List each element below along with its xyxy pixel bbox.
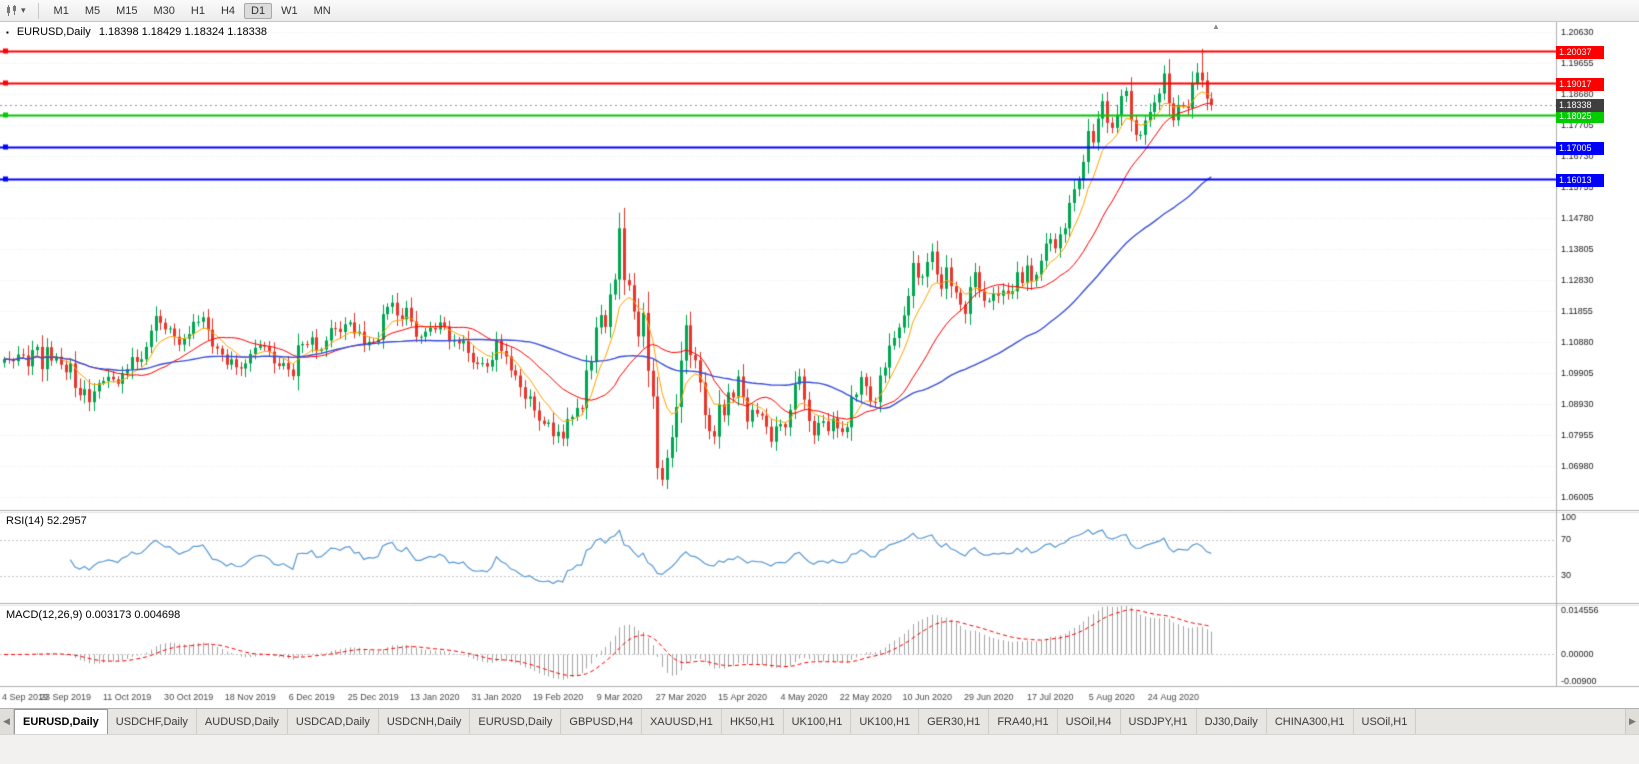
timeframe-button-m5[interactable]: M5 (78, 3, 107, 19)
chart-tab-0-eurusd-daily[interactable]: EURUSD,Daily (14, 709, 108, 734)
timeframe-button-m15[interactable]: M15 (109, 3, 144, 19)
chart-tab-5-eurusd-daily[interactable]: EURUSD,Daily (470, 709, 562, 734)
timeframe-button-mn[interactable]: MN (307, 3, 338, 19)
timeframe-buttons: M1 M5 M15 M30 H1 H4 D1 W1 MN (47, 2, 338, 19)
chart-tab-9-uk100-h1[interactable]: UK100,H1 (784, 709, 852, 734)
chart-tab-16-china300-h1[interactable]: CHINA300,H1 (1267, 709, 1354, 734)
timeframe-button-m1[interactable]: M1 (47, 3, 76, 19)
chart-tab-8-hk50-h1[interactable]: HK50,H1 (722, 709, 784, 734)
chart-tab-3-usdcad-daily[interactable]: USDCAD,Daily (288, 709, 379, 734)
chart-tab-6-gbpusd-h4[interactable]: GBPUSD,H4 (561, 709, 642, 734)
trend-line-price-badge-0[interactable]: 1.20037 (1556, 46, 1604, 59)
timeframe-button-w1[interactable]: W1 (274, 3, 305, 19)
chart-tab-15-dj30-daily[interactable]: DJ30,Daily (1197, 709, 1267, 734)
chart-canvas[interactable] (0, 22, 1639, 708)
timeframe-button-m30[interactable]: M30 (147, 3, 182, 19)
chart-tab-14-usdjpy-h1[interactable]: USDJPY,H1 (1121, 709, 1197, 734)
timeframe-button-d1[interactable]: D1 (244, 2, 273, 19)
chart-tabbar: ◀ EURUSD,Daily USDCHF,Daily AUDUSD,Daily US… (0, 708, 1639, 734)
macd-indicator-label: MACD(12,26,9) 0.003173 0.004698 (6, 609, 181, 621)
timeframe-button-h4[interactable]: H4 (214, 3, 242, 19)
tab-scroll-right-icon[interactable]: ▶ (1625, 709, 1639, 734)
chart-area: ▪ EURUSD,Daily 1.18398 1.18429 1.18324 1… (0, 22, 1639, 708)
chart-marker-icon: ▪ (6, 27, 9, 37)
chart-tab-12-fra40-h1[interactable]: FRA40,H1 (989, 709, 1058, 734)
trend-line-price-badge-3[interactable]: 1.17005 (1556, 142, 1604, 155)
chart-tabs: EURUSD,Daily USDCHF,Daily AUDUSD,Daily USDC… (14, 709, 1417, 734)
chart-tab-13-usoil-h4[interactable]: USOil,H4 (1058, 709, 1121, 734)
tab-scroll-left-icon[interactable]: ◀ (0, 709, 14, 734)
trend-line-price-badge-2[interactable]: 1.18025 (1556, 110, 1604, 123)
chart-tab-2-audusd-daily[interactable]: AUDUSD,Daily (197, 709, 288, 734)
chart-tab-4-usdcnh-daily[interactable]: USDCNH,Daily (379, 709, 471, 734)
bid-price-badge: 1.18338 (1556, 99, 1604, 112)
rsi-indicator-label: RSI(14) 52.2957 (6, 515, 87, 527)
chart-shift-marker-icon: ▲ (1212, 22, 1220, 31)
chart-tab-17-usoil-h1[interactable]: USOil,H1 (1354, 709, 1417, 734)
trend-line-price-badge-4[interactable]: 1.16013 (1556, 174, 1604, 187)
chart-symbol-label: EURUSD,Daily (16, 26, 91, 38)
chart-tab-1-usdchf-daily[interactable]: USDCHF,Daily (108, 709, 197, 734)
toolbar-separator (37, 2, 39, 19)
chart-tab-10-uk100-h1[interactable]: UK100,H1 (851, 709, 920, 734)
timeframe-toolbar: ▾ M1 M5 M15 M30 H1 H4 D1 W1 MN (0, 0, 1639, 22)
chart-tab-11-ger30-h1[interactable]: GER30,H1 (919, 709, 990, 734)
trend-line-price-badge-1[interactable]: 1.19017 (1556, 78, 1604, 91)
chart-tab-7-xauusd-h1[interactable]: XAUUSD,H1 (642, 709, 722, 734)
chart-title: ▪ EURUSD,Daily 1.18398 1.18429 1.18324 1… (6, 26, 267, 38)
chart-type-icon[interactable] (5, 4, 18, 17)
status-bar (0, 734, 1639, 764)
timeframe-button-h1[interactable]: H1 (184, 3, 212, 19)
chart-ohlc-values: 1.18398 1.18429 1.18324 1.18338 (98, 26, 268, 38)
caret-down-icon[interactable]: ▾ (21, 5, 26, 15)
